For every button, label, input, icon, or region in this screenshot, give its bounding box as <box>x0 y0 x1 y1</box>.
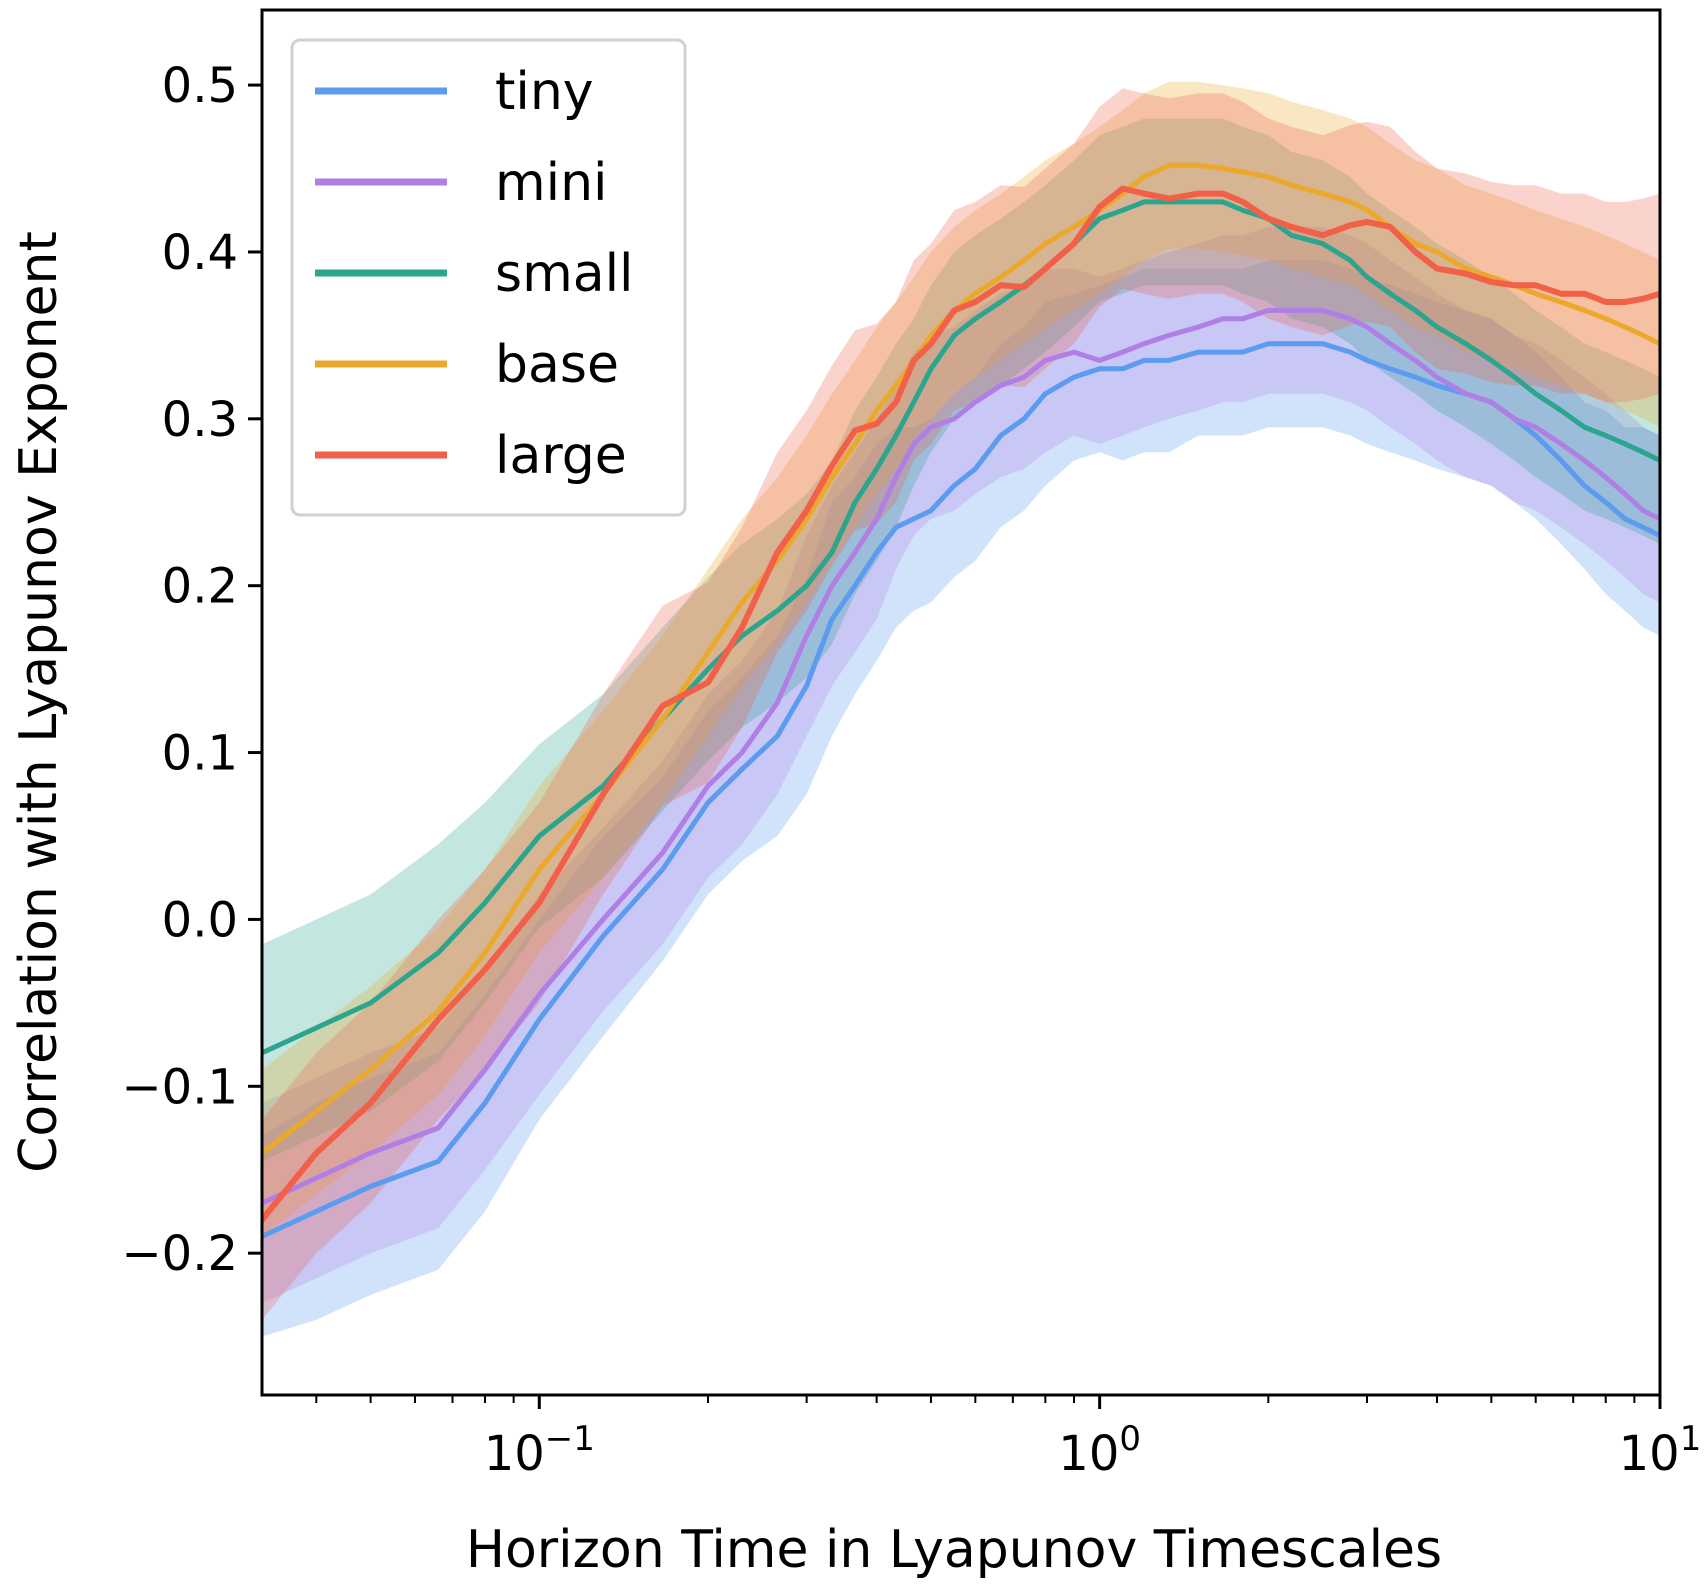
plot-frame <box>260 8 1662 1397</box>
legend-label-tiny: tiny <box>495 62 594 122</box>
legend-box <box>290 38 687 517</box>
y-tick-label: 0.3 <box>162 392 238 448</box>
x-axis-label: Horizon Time in Lyapunov Timescales <box>466 1520 1442 1580</box>
line-small <box>262 199 1660 1056</box>
confidence-bands <box>262 81 1660 1337</box>
legend-label-base: base <box>495 335 619 395</box>
legend-label-small: small <box>495 244 634 304</box>
line-large <box>262 185 1660 1223</box>
y-tick-label: 0.4 <box>162 225 238 281</box>
x-axis: 10−1 100 101 <box>315 1395 1702 1482</box>
y-tick-label: −0.2 <box>121 1226 238 1282</box>
y-tick-label: 0.5 <box>162 58 238 114</box>
x-tick-label: 100 <box>1058 1419 1141 1482</box>
y-axis-label: Correlation with Lyapunov Exponent <box>9 231 69 1173</box>
y-tick-label: 0.0 <box>162 892 238 948</box>
legend-label-mini: mini <box>495 153 608 213</box>
y-tick-label: 0.2 <box>162 559 238 615</box>
x-tick-label: 101 <box>1619 1419 1702 1482</box>
band-mini <box>262 226 1660 1304</box>
line-mini <box>262 307 1660 1206</box>
series-lines <box>262 162 1660 1239</box>
band-base <box>262 81 1660 1237</box>
band-large <box>262 88 1660 1320</box>
y-tick-label: −0.1 <box>121 1059 238 1115</box>
band-tiny <box>262 260 1660 1337</box>
y-tick-label: 0.1 <box>162 726 238 782</box>
y-axis: −0.2 −0.1 0.0 0.1 0.2 0.3 0.4 0.5 <box>121 58 262 1282</box>
legend: tiny mini small base large <box>290 38 687 517</box>
x-tick-label: 10−1 <box>484 1419 595 1482</box>
legend-label-large: large <box>495 426 627 486</box>
